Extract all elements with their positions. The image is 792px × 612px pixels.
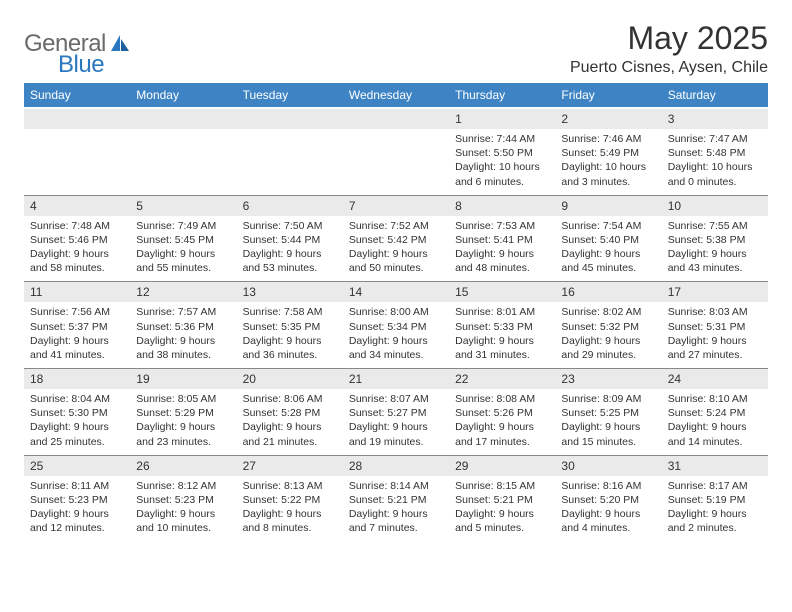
day-number-cell: 12 [130, 282, 236, 303]
day-number-cell [343, 108, 449, 129]
info-row: Sunrise: 8:11 AM Sunset: 5:23 PM Dayligh… [24, 476, 768, 542]
month-title: May 2025 [570, 20, 768, 57]
day-number-cell: 24 [662, 369, 768, 390]
day-number-cell: 22 [449, 369, 555, 390]
title-block: May 2025 Puerto Cisnes, Aysen, Chile [570, 20, 768, 77]
day-number-cell: 6 [237, 195, 343, 216]
day-info-cell: Sunrise: 8:05 AM Sunset: 5:29 PM Dayligh… [130, 389, 236, 455]
day-number-cell [237, 108, 343, 129]
daynum-row: 123 [24, 108, 768, 129]
day-info-cell: Sunrise: 8:03 AM Sunset: 5:31 PM Dayligh… [662, 302, 768, 368]
day-number-cell: 9 [555, 195, 661, 216]
day-info-cell [24, 129, 130, 195]
daynum-row: 11121314151617 [24, 282, 768, 303]
sail-icon [109, 33, 131, 56]
day-number-cell: 18 [24, 369, 130, 390]
day-info-cell: Sunrise: 8:10 AM Sunset: 5:24 PM Dayligh… [662, 389, 768, 455]
day-info-cell: Sunrise: 8:11 AM Sunset: 5:23 PM Dayligh… [24, 476, 130, 542]
day-info-cell: Sunrise: 8:09 AM Sunset: 5:25 PM Dayligh… [555, 389, 661, 455]
day-number-cell: 7 [343, 195, 449, 216]
day-info-cell: Sunrise: 8:08 AM Sunset: 5:26 PM Dayligh… [449, 389, 555, 455]
info-row: Sunrise: 7:44 AM Sunset: 5:50 PM Dayligh… [24, 129, 768, 195]
day-info-cell: Sunrise: 8:00 AM Sunset: 5:34 PM Dayligh… [343, 302, 449, 368]
day-info-cell: Sunrise: 8:15 AM Sunset: 5:21 PM Dayligh… [449, 476, 555, 542]
day-number-cell: 29 [449, 455, 555, 476]
day-number-cell: 16 [555, 282, 661, 303]
calendar-table: Sunday Monday Tuesday Wednesday Thursday… [24, 83, 768, 541]
day-info-cell: Sunrise: 7:52 AM Sunset: 5:42 PM Dayligh… [343, 216, 449, 282]
logo-text-blue: Blue [58, 51, 104, 78]
day-info-cell: Sunrise: 7:58 AM Sunset: 5:35 PM Dayligh… [237, 302, 343, 368]
day-number-cell [130, 108, 236, 129]
day-info-cell: Sunrise: 7:57 AM Sunset: 5:36 PM Dayligh… [130, 302, 236, 368]
day-number-cell: 11 [24, 282, 130, 303]
day-number-cell: 28 [343, 455, 449, 476]
day-info-cell [130, 129, 236, 195]
day-info-cell: Sunrise: 7:55 AM Sunset: 5:38 PM Dayligh… [662, 216, 768, 282]
day-number-cell: 8 [449, 195, 555, 216]
weekday-header-row: Sunday Monday Tuesday Wednesday Thursday… [24, 83, 768, 108]
day-number-cell: 25 [24, 455, 130, 476]
day-info-cell: Sunrise: 8:13 AM Sunset: 5:22 PM Dayligh… [237, 476, 343, 542]
day-info-cell: Sunrise: 8:02 AM Sunset: 5:32 PM Dayligh… [555, 302, 661, 368]
day-number-cell: 21 [343, 369, 449, 390]
day-info-cell: Sunrise: 7:47 AM Sunset: 5:48 PM Dayligh… [662, 129, 768, 195]
day-info-cell: Sunrise: 7:49 AM Sunset: 5:45 PM Dayligh… [130, 216, 236, 282]
day-info-cell: Sunrise: 7:53 AM Sunset: 5:41 PM Dayligh… [449, 216, 555, 282]
day-info-cell: Sunrise: 8:07 AM Sunset: 5:27 PM Dayligh… [343, 389, 449, 455]
day-info-cell [237, 129, 343, 195]
daynum-row: 18192021222324 [24, 369, 768, 390]
info-row: Sunrise: 7:48 AM Sunset: 5:46 PM Dayligh… [24, 216, 768, 282]
day-number-cell: 26 [130, 455, 236, 476]
weekday-header: Monday [130, 83, 236, 108]
day-info-cell: Sunrise: 8:14 AM Sunset: 5:21 PM Dayligh… [343, 476, 449, 542]
day-info-cell: Sunrise: 7:46 AM Sunset: 5:49 PM Dayligh… [555, 129, 661, 195]
daynum-row: 45678910 [24, 195, 768, 216]
day-info-cell: Sunrise: 7:44 AM Sunset: 5:50 PM Dayligh… [449, 129, 555, 195]
day-number-cell: 23 [555, 369, 661, 390]
day-info-cell: Sunrise: 7:54 AM Sunset: 5:40 PM Dayligh… [555, 216, 661, 282]
day-number-cell: 15 [449, 282, 555, 303]
day-number-cell: 19 [130, 369, 236, 390]
info-row: Sunrise: 8:04 AM Sunset: 5:30 PM Dayligh… [24, 389, 768, 455]
day-info-cell: Sunrise: 8:04 AM Sunset: 5:30 PM Dayligh… [24, 389, 130, 455]
location-subtitle: Puerto Cisnes, Aysen, Chile [570, 59, 768, 77]
day-info-cell: Sunrise: 8:16 AM Sunset: 5:20 PM Dayligh… [555, 476, 661, 542]
day-info-cell: Sunrise: 8:06 AM Sunset: 5:28 PM Dayligh… [237, 389, 343, 455]
day-number-cell [24, 108, 130, 129]
day-info-cell: Sunrise: 7:50 AM Sunset: 5:44 PM Dayligh… [237, 216, 343, 282]
day-number-cell: 13 [237, 282, 343, 303]
day-info-cell: Sunrise: 7:56 AM Sunset: 5:37 PM Dayligh… [24, 302, 130, 368]
day-number-cell: 31 [662, 455, 768, 476]
day-info-cell [343, 129, 449, 195]
weekday-header: Wednesday [343, 83, 449, 108]
day-number-cell: 10 [662, 195, 768, 216]
info-row: Sunrise: 7:56 AM Sunset: 5:37 PM Dayligh… [24, 302, 768, 368]
day-info-cell: Sunrise: 8:17 AM Sunset: 5:19 PM Dayligh… [662, 476, 768, 542]
day-info-cell: Sunrise: 7:48 AM Sunset: 5:46 PM Dayligh… [24, 216, 130, 282]
day-number-cell: 17 [662, 282, 768, 303]
page-header: General May 2025 Puerto Cisnes, Aysen, C… [24, 20, 768, 77]
day-number-cell: 3 [662, 108, 768, 129]
day-info-cell: Sunrise: 8:12 AM Sunset: 5:23 PM Dayligh… [130, 476, 236, 542]
weekday-header: Friday [555, 83, 661, 108]
day-number-cell: 5 [130, 195, 236, 216]
day-number-cell: 30 [555, 455, 661, 476]
day-number-cell: 27 [237, 455, 343, 476]
weekday-header: Saturday [662, 83, 768, 108]
day-number-cell: 4 [24, 195, 130, 216]
day-number-cell: 2 [555, 108, 661, 129]
day-number-cell: 1 [449, 108, 555, 129]
daynum-row: 25262728293031 [24, 455, 768, 476]
day-number-cell: 14 [343, 282, 449, 303]
weekday-header: Thursday [449, 83, 555, 108]
day-info-cell: Sunrise: 8:01 AM Sunset: 5:33 PM Dayligh… [449, 302, 555, 368]
day-number-cell: 20 [237, 369, 343, 390]
weekday-header: Tuesday [237, 83, 343, 108]
